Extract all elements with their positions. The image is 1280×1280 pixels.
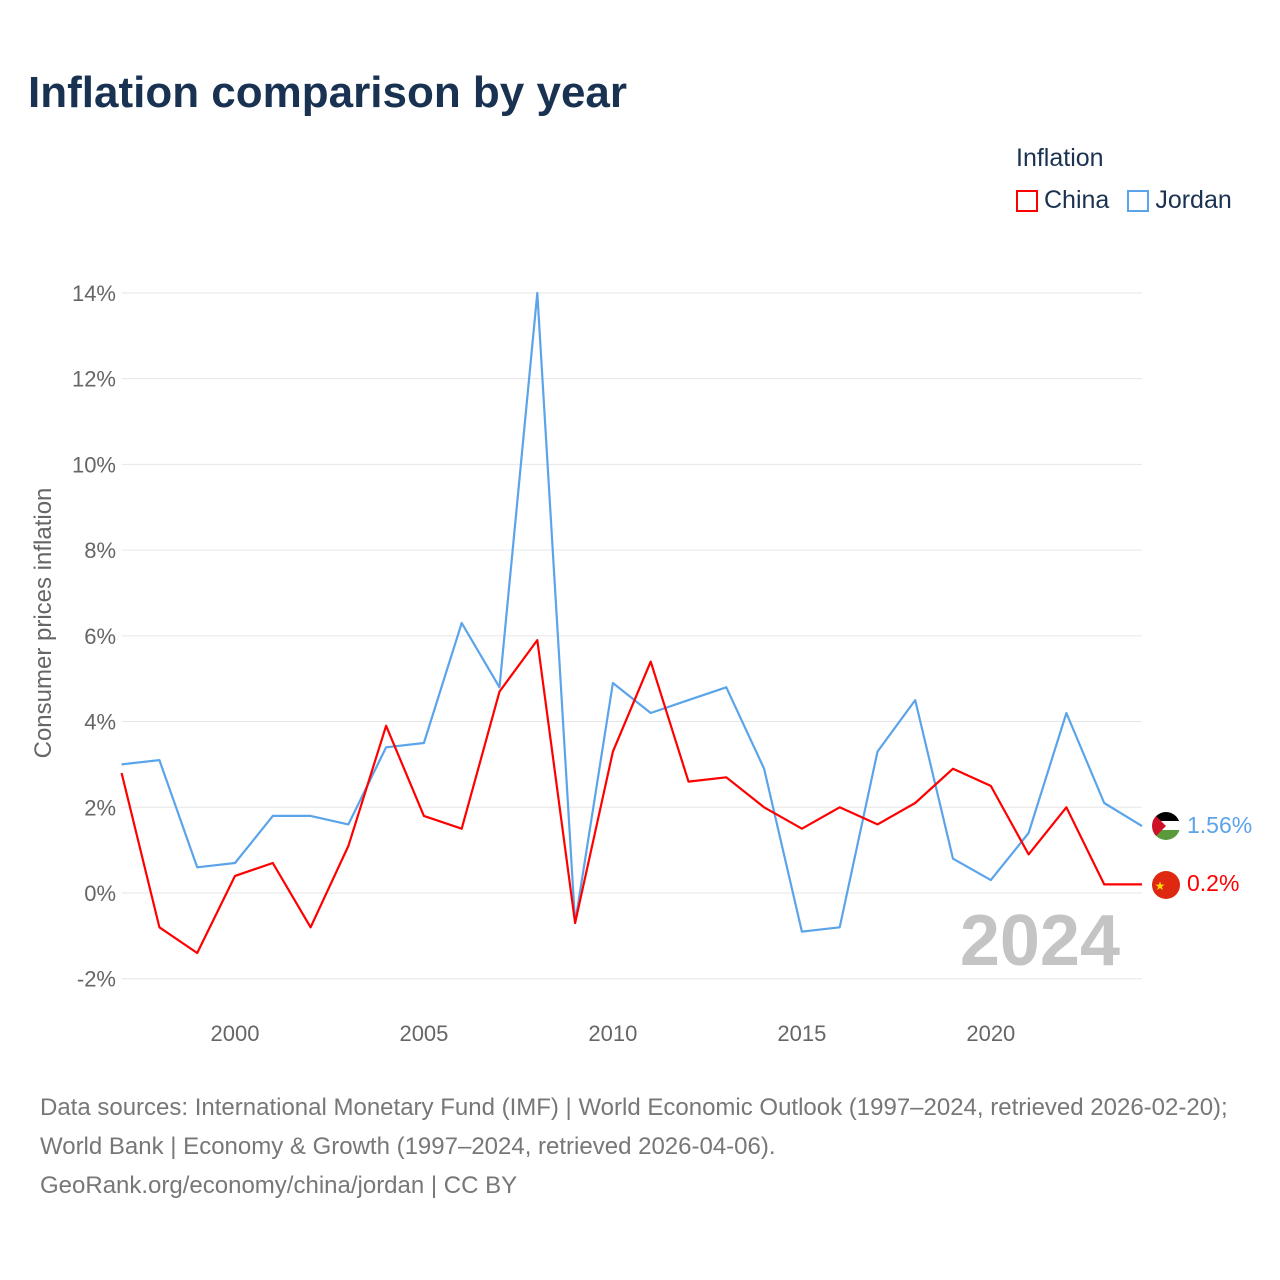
line-chart: -2% 0% 2% 4% 6% 8% 10% 12% 14% 2000 2005 2010 2015 20… [30, 281, 1252, 1046]
legend-swatch-jordan [1127, 189, 1150, 212]
svg-text:★: ★ [1155, 879, 1166, 893]
y-tick-label: -2% [77, 967, 116, 992]
y-tick-label: 14% [72, 281, 116, 306]
y-tick-label: 8% [84, 538, 116, 563]
end-label-china: 0.2% [1187, 870, 1239, 896]
y-axis-label: Consumer prices inflation [30, 488, 57, 759]
legend-label-china: China [1044, 186, 1110, 214]
y-tick-label: 0% [84, 881, 116, 906]
x-tick-label: 2005 [399, 1021, 448, 1046]
credit-link[interactable]: GeoRank.org/economy/china/jordan | CC BY [40, 1172, 518, 1199]
legend-label-jordan: Jordan [1155, 186, 1232, 214]
x-tick-label: 2010 [588, 1021, 637, 1046]
data-sources: Data sources: International Monetary Fun… [40, 1094, 1228, 1160]
y-tick-label: 10% [72, 452, 116, 477]
series-line-china [120, 638, 1142, 955]
y-tick-label: 12% [72, 367, 116, 392]
series-line-jordan [121, 291, 1143, 933]
y-tick-label: 2% [84, 795, 116, 820]
legend-title: Inflation [1016, 144, 1104, 172]
legend-item-china[interactable]: China [1016, 186, 1109, 215]
jordan-flag-icon [1152, 812, 1180, 840]
chart-title: Inflation comparison by year [28, 68, 628, 117]
legend: China Jordan [1016, 186, 1232, 215]
end-label-jordan: 1.56% [1187, 812, 1252, 838]
china-flag-icon: ★ [1152, 871, 1180, 899]
x-tick-label: 2015 [777, 1021, 826, 1046]
y-tick-label: 6% [84, 624, 116, 649]
x-tick-label: 2000 [211, 1021, 260, 1046]
year-watermark: 2024 [960, 901, 1120, 981]
y-tick-label: 4% [84, 710, 116, 735]
footer: Data sources: International Monetary Fun… [40, 1088, 1250, 1205]
x-tick-label: 2020 [966, 1021, 1015, 1046]
legend-item-jordan[interactable]: Jordan [1127, 186, 1232, 215]
legend-swatch-china [1016, 189, 1038, 212]
